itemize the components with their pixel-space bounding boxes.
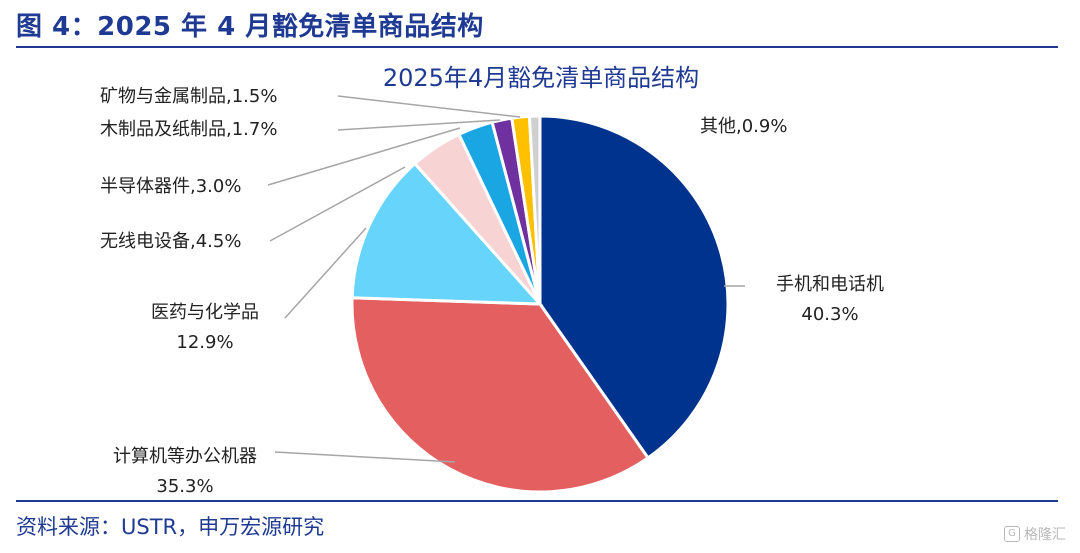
top-rule [16,46,1058,48]
slice-label: 12.9% [176,332,233,353]
leader-line [284,227,367,319]
leader-line [269,166,406,242]
leader-line [337,119,501,131]
slice-8 [527,114,542,305]
slice-label: 计算机等办公机器 [113,446,257,467]
slice-3 [350,161,544,306]
slice-label: 医药与化学品 [151,302,259,323]
watermark-logo-icon: G [1004,526,1020,542]
slice-label: 40.3% [801,304,858,325]
slice-label: 35.3% [156,476,213,497]
slice-label: 其他,0.9% [700,116,787,137]
slice-label: 无线电设备,4.5% [100,231,241,252]
bottom-rule [16,500,1058,502]
source-note: 资料来源：USTR，申万宏源研究 [16,515,325,539]
watermark: G 格隆汇 [1004,524,1066,544]
pie-chart: 2025年4月豁免清单商品结构 手机和电话机 40.3% 计算机等办公机器 35.3%… [100,64,884,497]
slice-label: 矿物与金属制品,1.5% [100,86,277,107]
slice-label: 半导体器件,3.0% [100,176,241,197]
slice-label: 手机和电话机 [776,274,884,295]
chart-title: 2025年4月豁免清单商品结构 [383,64,699,92]
slice-2 [350,296,651,494]
figure-title: 图 4：2025 年 4 月豁免清单商品结构 [16,12,484,42]
leader-line [337,95,521,118]
leader-line [274,451,456,463]
slice-1 [538,114,730,460]
leader-line [267,127,461,186]
slice-label: 木制品及纸制品,1.7% [100,119,277,140]
watermark-text: 格隆汇 [1024,527,1066,543]
